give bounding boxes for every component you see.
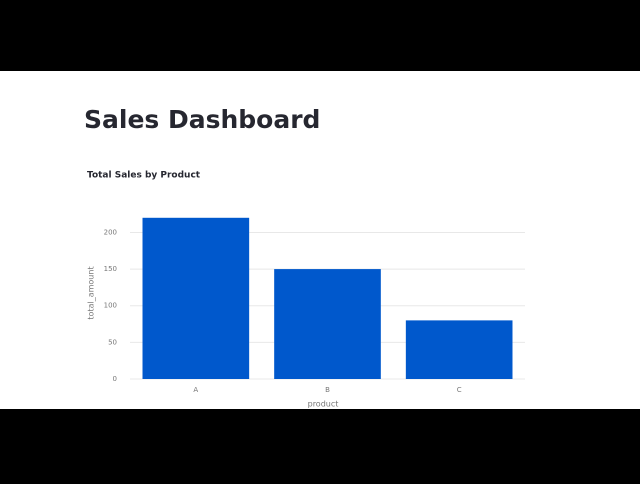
y-axis-label: total_amount xyxy=(87,266,96,319)
x-tick-label: C xyxy=(457,386,462,394)
x-tick-label: B xyxy=(325,386,330,394)
chart-title: Total Sales by Product xyxy=(87,171,201,181)
y-tick-label: 50 xyxy=(108,338,117,346)
y-tick-label: 200 xyxy=(104,228,117,236)
bar xyxy=(142,217,250,379)
x-axis-label: product xyxy=(308,400,339,409)
x-tick-label: A xyxy=(193,386,198,394)
page-title: Sales Dashboard xyxy=(84,105,320,134)
bar xyxy=(405,320,513,379)
y-tick-label: 0 xyxy=(113,375,117,383)
bar xyxy=(274,269,381,379)
y-tick-label: 100 xyxy=(104,302,117,310)
y-tick-label: 150 xyxy=(104,265,117,273)
